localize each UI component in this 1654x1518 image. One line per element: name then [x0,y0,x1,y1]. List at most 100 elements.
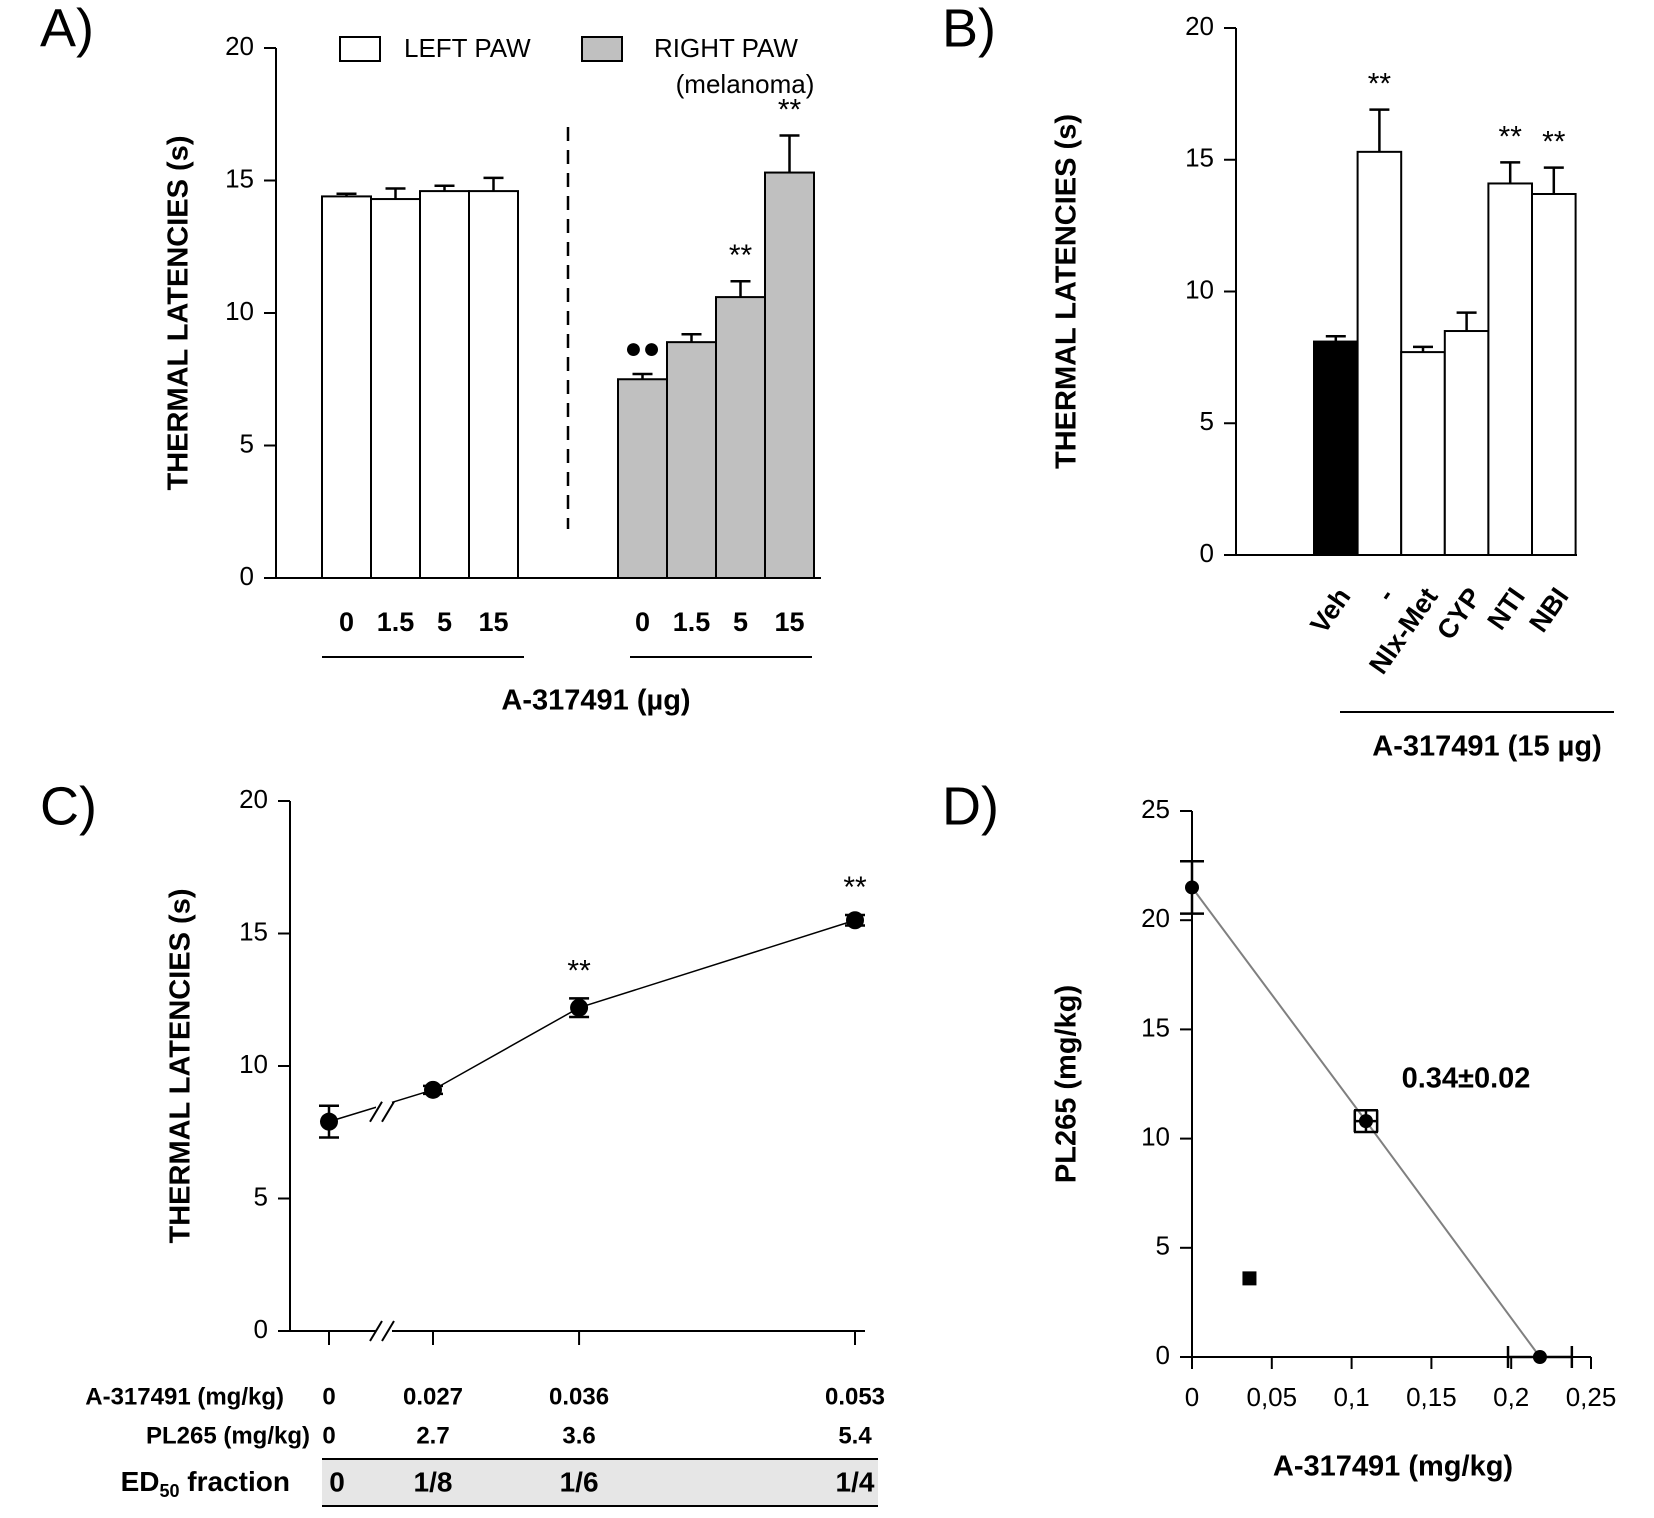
bar [468,190,519,579]
y-tick-label: 5 [254,1181,268,1211]
table-cell: 0.053 [825,1383,885,1410]
y-tick-label: 10 [239,1049,268,1079]
y-tick-label: 15 [1185,143,1214,173]
y-tick-label: 5 [1156,1231,1170,1261]
y-tick-label: 20 [225,31,254,61]
x-tick-label: 0,2 [1493,1382,1529,1412]
y-axis-label: THERMAL LATENCIES (s) [1051,114,1083,469]
point [570,998,589,1017]
legend-label: LEFT PAW [404,33,531,63]
row-label-sub: 50 [160,1481,180,1501]
annotation: ** [729,239,753,272]
annotation: 0.34±0.02 [1402,1063,1531,1095]
y-tick-label: 20 [239,784,268,814]
y-tick-label: 0 [240,561,254,591]
annotation: ** [1542,126,1566,159]
annotation: ●● [624,332,660,365]
bar [1313,340,1359,556]
legend-label: RIGHT PAW [654,33,798,63]
line [328,919,856,1123]
legend-note: (melanoma) [676,69,815,99]
bar [764,171,815,580]
axis-break [381,1320,395,1342]
x-tick-label: NTI [1481,582,1531,635]
bar [1531,193,1577,556]
x-axis-label: A-317491 (µg) [501,685,690,717]
y-axis-label: PL265 (mg/kg) [1051,985,1083,1183]
table-cell: 1/8 [414,1466,453,1497]
point [424,1080,442,1099]
bar [419,190,470,579]
row-label: ED50 fraction [121,1466,290,1500]
row-label: A-317491 (mg/kg) [85,1383,284,1410]
point [1358,1114,1373,1129]
table-cell: 0 [322,1383,335,1410]
point [1532,1350,1547,1364]
point [320,1112,338,1131]
bar [617,378,668,579]
axis-break [369,1101,383,1123]
x-tick-label: 0,1 [1334,1382,1370,1412]
x-tick-label: - [1370,582,1400,607]
y-tick-label: 25 [1141,794,1170,824]
table-cell: 2.7 [416,1422,449,1449]
y-tick-label: 15 [225,163,254,193]
bar [1487,182,1534,556]
point [846,911,864,930]
table-cell: 1/4 [836,1466,875,1497]
x-tick-label: CYP [1431,582,1487,645]
legend-swatch [339,36,381,62]
table-cell: 0.036 [549,1383,609,1410]
table-cell: 3.6 [562,1422,595,1449]
y-tick-label: 10 [225,296,254,326]
y-tick-label: 15 [239,916,268,946]
panel-label: C) [40,776,97,836]
table-cell: 0 [329,1466,345,1497]
bar [370,198,421,580]
table-cell: 5.4 [838,1422,872,1449]
panel-label: B) [942,0,996,58]
x-tick-label: 1.5 [377,607,415,637]
x-tick-label: 0,15 [1406,1382,1457,1412]
row-label-main: ED [121,1466,160,1497]
bar [1443,330,1490,556]
x-tick-label: 0 [1185,1382,1199,1412]
bar [666,341,717,579]
x-axis-label: A-317491 (mg/kg) [1273,1451,1513,1483]
x-tick-label: Veh [1304,582,1356,639]
annotation: ** [1499,120,1523,153]
table-cell: 0 [322,1422,335,1449]
y-tick-label: 10 [1185,274,1214,304]
y-tick-label: 0 [254,1314,268,1344]
table-cell: 1/6 [560,1466,599,1497]
y-tick-label: 10 [1141,1121,1170,1151]
x-tick-label: 0 [339,607,354,637]
y-tick-label: 20 [1141,903,1170,933]
x-tick-label: 0,05 [1246,1382,1297,1412]
y-tick-label: 20 [1185,11,1214,41]
x-tick-label: 0 [635,607,650,637]
annotation: ** [1368,68,1392,101]
panel-label: D) [942,776,999,836]
x-tick-label: 15 [478,607,508,637]
y-axis-label: THERMAL LATENCIES (s) [163,136,195,491]
y-axis-label: THERMAL LATENCIES (s) [165,889,197,1244]
annotation: ** [843,871,867,904]
y-tick-label: 5 [240,428,254,458]
bar [715,296,766,579]
legend-swatch [581,36,623,62]
x-tick-label: Nlx-Met [1363,582,1444,679]
x-tick-label: 0,25 [1566,1382,1617,1412]
x-tick-label: 15 [774,607,804,637]
annotation: ** [567,954,591,987]
x-tick-label: 1.5 [673,607,711,637]
y-tick-label: 15 [1141,1012,1170,1042]
bar [1400,351,1446,557]
bar [1356,150,1403,556]
y-tick-label: 5 [1200,406,1214,436]
y-tick-label: 0 [1200,538,1214,568]
bar [321,195,372,579]
y-tick-label: 0 [1156,1340,1170,1370]
annotation: ** [778,93,802,126]
